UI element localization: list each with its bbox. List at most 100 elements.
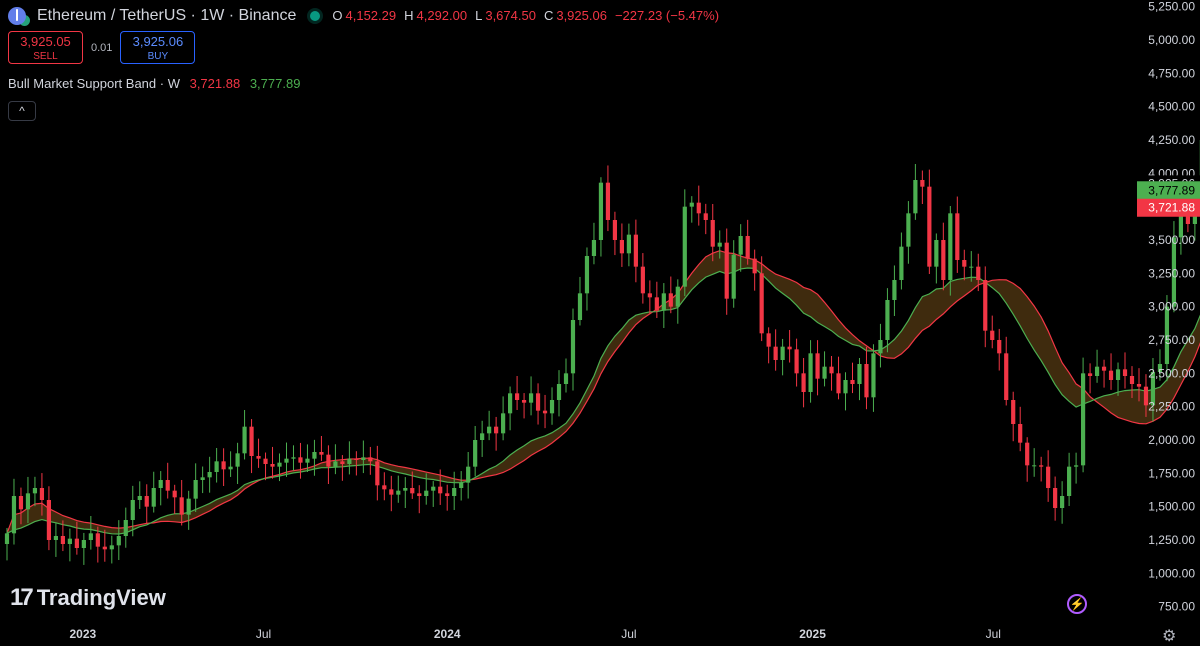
candle-body xyxy=(927,186,932,267)
candle-body xyxy=(1143,386,1149,406)
candlestick-series xyxy=(4,140,1200,565)
candle-body xyxy=(410,488,415,494)
candle-body xyxy=(319,452,324,455)
candle-body xyxy=(738,236,743,255)
candle-body xyxy=(25,493,31,510)
lightning-icon[interactable]: ⚡ xyxy=(1067,594,1087,614)
candle-body xyxy=(1011,400,1016,424)
candle-body xyxy=(843,380,848,394)
candle-body xyxy=(382,485,387,490)
candle xyxy=(787,330,792,363)
candle xyxy=(172,484,177,514)
price-tick-label: 3,500.00 xyxy=(1148,233,1195,247)
candle xyxy=(1053,476,1058,521)
high-label: H xyxy=(404,8,414,23)
candle xyxy=(892,265,897,316)
candle-body xyxy=(752,258,757,274)
candle xyxy=(1004,336,1009,406)
candle xyxy=(682,189,687,297)
candle xyxy=(298,442,303,479)
ohlc-values: O 4,152.29 H 4,292.00 L 3,674.50 C 3,925.06 … xyxy=(332,8,724,23)
candle-body xyxy=(298,457,303,463)
candle-body xyxy=(808,353,813,392)
candle xyxy=(18,487,24,525)
candle-body xyxy=(508,393,513,414)
candle-body xyxy=(501,413,506,434)
candle xyxy=(878,323,883,368)
buy-button[interactable]: 3,925.06 BUY xyxy=(120,31,196,64)
collapse-chevron-up-icon[interactable]: ^ xyxy=(8,101,36,121)
candle-body xyxy=(724,242,729,299)
candle-body xyxy=(1122,369,1128,376)
candle-body xyxy=(1074,465,1079,467)
candle xyxy=(228,451,233,477)
candle-body xyxy=(242,426,247,454)
candle xyxy=(207,456,212,493)
candle-body xyxy=(626,234,631,254)
sell-button[interactable]: 3,925.05 SELL xyxy=(8,31,83,64)
candle xyxy=(1032,448,1037,477)
time-tick-label: 2024 xyxy=(434,627,461,641)
price-tick-label: 3,000.00 xyxy=(1148,300,1195,314)
symbol-title[interactable]: Ethereum / TetherUS · 1W · Binance xyxy=(37,6,297,24)
candle-body xyxy=(424,490,429,496)
candle xyxy=(689,196,694,223)
candle-body xyxy=(214,461,219,472)
candle-body xyxy=(584,256,590,294)
open-value: 4,152.29 xyxy=(345,8,397,23)
candle xyxy=(39,473,45,516)
candle-body xyxy=(1178,200,1184,238)
band-red-tag-bg xyxy=(1137,198,1200,217)
candle-body xyxy=(326,454,331,467)
candle xyxy=(535,383,541,425)
candle-body xyxy=(81,540,86,548)
candle-body xyxy=(633,234,638,267)
candle-body xyxy=(312,452,317,459)
time-axis[interactable]: 2023 Jul 2024 Jul 2025 Jul xyxy=(70,627,1001,641)
candle-body xyxy=(857,364,862,384)
candle xyxy=(990,315,995,349)
candle xyxy=(130,485,135,537)
candle xyxy=(521,393,527,419)
candle xyxy=(906,201,911,264)
candle xyxy=(1101,359,1107,388)
band-fill xyxy=(7,250,1200,534)
candle-body xyxy=(864,364,869,398)
candle-body xyxy=(1164,306,1170,364)
candle xyxy=(913,164,918,220)
candle-body xyxy=(88,533,93,540)
candle xyxy=(640,253,645,304)
sell-price: 3,925.05 xyxy=(20,34,71,49)
candle-body xyxy=(32,488,38,494)
candle-body xyxy=(710,220,715,247)
candle-body xyxy=(137,496,142,500)
candle-body xyxy=(612,220,618,240)
price-tick-label: 1,750.00 xyxy=(1148,466,1195,480)
candle-body xyxy=(123,520,128,536)
candle xyxy=(731,240,736,308)
price-tick-label: 2,250.00 xyxy=(1148,400,1195,414)
price-tick-label: 1,000.00 xyxy=(1148,566,1195,580)
candle-body xyxy=(605,182,611,220)
candle xyxy=(1108,353,1114,390)
candle xyxy=(976,253,981,292)
candle-body xyxy=(165,480,170,491)
candle xyxy=(962,249,967,281)
low-value: 3,674.50 xyxy=(485,8,536,23)
candle-body xyxy=(640,266,645,294)
candle-body xyxy=(570,320,576,374)
gear-icon[interactable]: ⚙ xyxy=(1162,628,1177,645)
price-axis[interactable]: 5,250.00 5,000.00 4,750.00 4,500.00 4,250.00… xyxy=(1137,0,1200,614)
candle-body xyxy=(221,461,226,470)
candle xyxy=(1136,368,1142,402)
indicator-legend[interactable]: Bull Market Support Band · W 3,721.88 3,… xyxy=(8,76,300,91)
candle xyxy=(1115,362,1121,396)
candle xyxy=(67,528,72,562)
candle xyxy=(948,206,953,296)
indicator-value-red: 3,721.88 xyxy=(189,76,241,91)
candle-body xyxy=(535,393,541,411)
candle xyxy=(326,445,331,484)
candle-body xyxy=(745,236,750,259)
candle-body xyxy=(801,373,806,392)
